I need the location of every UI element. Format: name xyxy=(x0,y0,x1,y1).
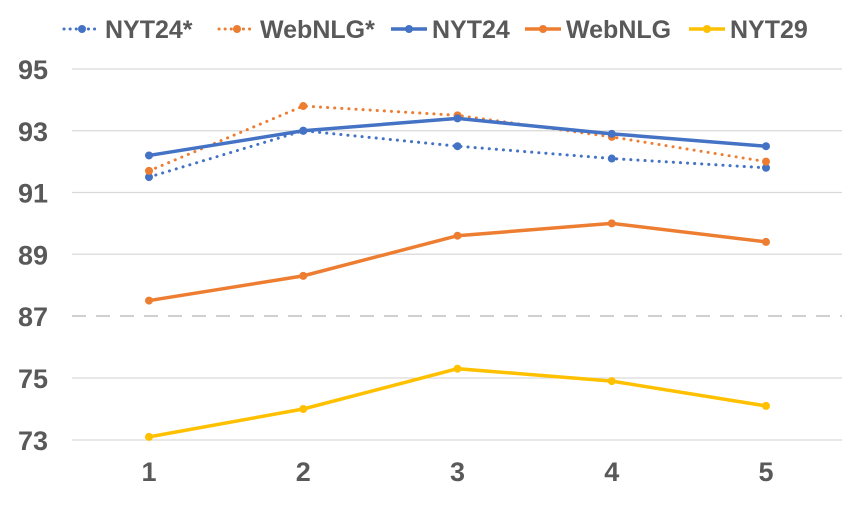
legend-label: NYT24* xyxy=(105,16,193,44)
legend-label: NYT29 xyxy=(730,16,808,44)
y-tick-label: 73 xyxy=(18,426,48,456)
series-lines xyxy=(145,102,770,441)
x-tick-label: 4 xyxy=(604,457,619,487)
series-webnlg xyxy=(145,219,770,305)
y-tick-label: 87 xyxy=(18,302,48,332)
data-point xyxy=(607,129,616,138)
x-tick-label: 1 xyxy=(141,457,156,487)
data-point xyxy=(299,405,308,413)
series-line xyxy=(148,366,767,439)
data-point xyxy=(145,296,153,305)
series-nyt29 xyxy=(145,364,770,441)
y-tick-label: 93 xyxy=(18,117,48,147)
data-point xyxy=(762,401,770,410)
series-line xyxy=(147,129,768,179)
legend-item: NYT29 xyxy=(689,16,808,44)
x-tick-label: 5 xyxy=(758,457,773,487)
x-tick-label: 3 xyxy=(450,457,465,487)
data-point xyxy=(453,142,462,151)
legend-item: WebNLG* xyxy=(217,16,375,44)
series-nyt24- xyxy=(145,126,770,182)
data-point xyxy=(453,364,462,373)
legend-swatch-marker xyxy=(78,25,86,33)
y-tick-label: 75 xyxy=(18,364,48,394)
data-point xyxy=(762,157,770,166)
legend-item: NYT24* xyxy=(62,16,193,44)
data-point xyxy=(762,142,770,151)
data-point xyxy=(145,166,153,175)
y-tick-label: 89 xyxy=(18,240,48,270)
legend-swatch-marker xyxy=(703,25,711,33)
y-axis-ticks: 95 93 91 89 87 75 73 xyxy=(18,55,48,456)
x-axis-ticks: 1 2 3 4 5 xyxy=(141,457,773,487)
legend-label: NYT24 xyxy=(432,16,510,44)
legend-label: WebNLG xyxy=(566,16,671,44)
data-point xyxy=(607,219,616,228)
data-point xyxy=(299,102,308,111)
legend-swatch-marker xyxy=(539,25,547,33)
data-point xyxy=(145,173,153,182)
data-point xyxy=(607,154,616,163)
legend-item: NYT24 xyxy=(391,16,510,44)
data-point xyxy=(607,377,616,386)
legend: NYT24* WebNLG* NYT24 WebNLG NYT29 xyxy=(62,16,808,44)
grid-lines xyxy=(72,68,842,441)
y-tick-label: 91 xyxy=(18,179,48,209)
data-point xyxy=(762,237,770,246)
data-point xyxy=(762,163,770,172)
x-tick-label: 2 xyxy=(296,457,311,487)
legend-swatch-marker xyxy=(405,25,413,33)
legend-item: WebNLG xyxy=(525,16,671,44)
data-point xyxy=(453,114,462,123)
data-point xyxy=(299,271,308,280)
series-nyt24 xyxy=(145,114,770,160)
data-point xyxy=(145,432,153,441)
legend-swatch-marker xyxy=(233,25,241,33)
y-tick-label: 95 xyxy=(18,55,48,85)
data-point xyxy=(145,151,153,160)
data-point xyxy=(453,231,462,240)
legend-label: WebNLG* xyxy=(260,16,375,44)
data-point xyxy=(299,126,308,135)
